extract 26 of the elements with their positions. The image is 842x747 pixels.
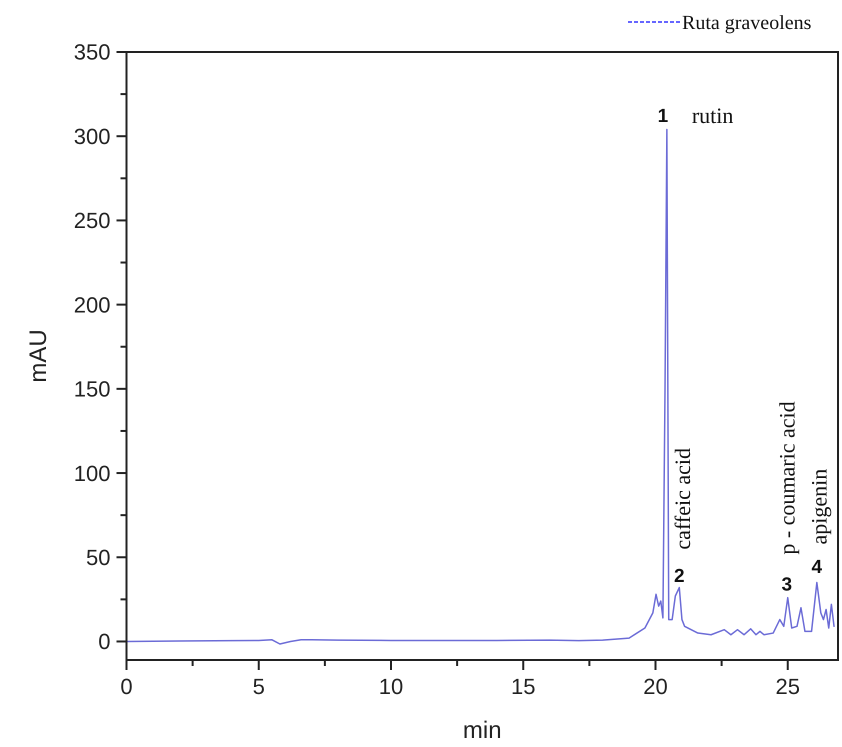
x-tick-label: 15 <box>511 674 536 699</box>
y-tick-label: 100 <box>74 460 110 486</box>
annotation: 4 <box>812 557 823 578</box>
annotation: 2 <box>674 566 685 588</box>
y-tick-label: 300 <box>74 124 110 149</box>
text: Ruta graveolens <box>682 12 812 34</box>
y-axis-title: mAU <box>25 329 52 383</box>
y-tick-label: 200 <box>74 292 110 318</box>
y-tick-label: 150 <box>74 376 110 402</box>
x-tick-label: 10 <box>378 674 404 699</box>
line-series <box>126 128 835 645</box>
x-tick-label: 0 <box>120 674 133 699</box>
annotation: rutin <box>692 103 734 128</box>
x-tick-label: 20 <box>643 674 668 699</box>
annotation: 3 <box>781 574 792 596</box>
annotation: apigenin <box>806 468 832 545</box>
annotation: 1 <box>658 106 669 128</box>
x-axis-title: min <box>462 717 502 744</box>
x-tick-label: 5 <box>252 674 265 699</box>
annotation: p - coumaric acid <box>774 401 800 555</box>
y-tick-label: 350 <box>74 40 110 65</box>
x-tick-label: 25 <box>776 674 800 699</box>
y-tick-label: 50 <box>86 544 110 570</box>
y-tick-label: 0 <box>98 629 110 654</box>
annotation: caffeic acid <box>670 448 695 550</box>
y-tick-label: 250 <box>74 208 110 234</box>
